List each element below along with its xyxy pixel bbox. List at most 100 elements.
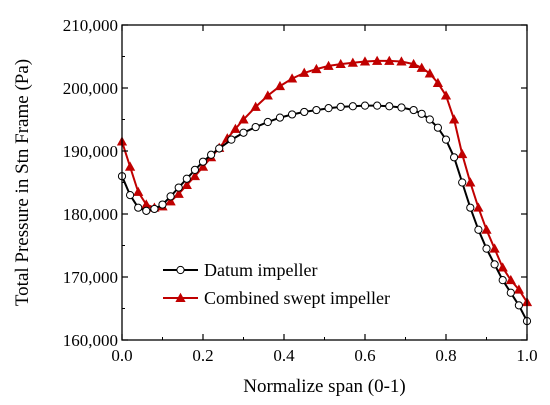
data-point	[497, 262, 508, 272]
data-point	[432, 77, 444, 87]
data-point	[359, 56, 371, 66]
legend-marker	[175, 292, 186, 302]
data-point	[311, 63, 322, 74]
series-line	[121, 59, 528, 303]
data-point	[506, 288, 515, 297]
data-point	[312, 105, 321, 115]
data-point	[409, 105, 418, 115]
x-tick-label: 0.6	[354, 346, 375, 365]
data-point	[441, 135, 451, 144]
data-point	[251, 122, 260, 132]
data-point	[384, 55, 395, 65]
data-point	[300, 107, 309, 117]
legend-label: Datum impeller	[204, 260, 317, 280]
data-point	[385, 102, 394, 111]
data-point	[238, 114, 249, 124]
data-point	[396, 56, 407, 66]
data-point	[482, 244, 491, 253]
data-point	[227, 135, 236, 144]
data-point	[299, 67, 310, 77]
data-point	[250, 101, 261, 111]
data-point	[173, 188, 184, 198]
data-point	[498, 276, 507, 285]
data-point	[448, 114, 460, 124]
data-point	[440, 90, 452, 100]
data-point	[263, 117, 272, 127]
data-point	[408, 58, 419, 69]
data-point	[473, 202, 484, 212]
data-point	[158, 200, 167, 209]
data-point	[189, 170, 201, 181]
x-axis-title: Normalize span (0-1)	[243, 376, 406, 397]
data-point	[490, 260, 499, 269]
legend-item: Datum impeller	[163, 260, 317, 280]
data-point	[133, 186, 144, 196]
y-tick-label: 200,000	[63, 79, 118, 98]
data-point	[466, 203, 475, 212]
plot-area	[116, 55, 533, 326]
y-tick-label: 170,000	[63, 268, 118, 287]
data-point	[207, 150, 216, 159]
data-point	[457, 148, 468, 159]
legend-marker	[176, 265, 185, 275]
data-point	[142, 206, 151, 215]
x-tick-label: 0.0	[111, 346, 132, 365]
series-datum-impeller	[117, 101, 532, 326]
data-point	[397, 103, 406, 112]
data-point	[336, 102, 345, 112]
data-point	[126, 191, 135, 200]
data-point	[348, 102, 357, 111]
data-point	[489, 243, 500, 253]
data-point	[215, 144, 224, 153]
data-point	[424, 68, 435, 78]
data-point	[239, 128, 248, 137]
data-point	[417, 109, 426, 118]
data-point	[286, 73, 298, 83]
data-point	[465, 177, 476, 187]
x-tick-label: 0.2	[192, 346, 213, 365]
y-tick-label: 160,000	[63, 331, 118, 350]
data-point	[323, 60, 334, 70]
legend: Datum impeller Combined swept impeller	[163, 260, 390, 308]
legend-label: Combined swept impeller	[204, 288, 390, 308]
legend-item: Combined swept impeller	[163, 288, 390, 308]
data-point	[347, 57, 358, 67]
data-point	[514, 301, 524, 310]
data-point	[433, 123, 442, 132]
data-point	[181, 179, 192, 189]
data-point	[416, 62, 427, 72]
data-point	[198, 157, 208, 166]
data-point	[197, 161, 209, 171]
data-point	[274, 80, 286, 91]
x-tick-label: 1.0	[516, 346, 537, 365]
data-point	[458, 178, 467, 187]
data-point	[324, 104, 333, 113]
data-point	[474, 225, 483, 234]
y-tick-label: 210,000	[63, 16, 118, 35]
data-point	[150, 204, 159, 214]
y-tick-label: 180,000	[63, 205, 118, 224]
data-point	[166, 192, 175, 201]
axes: 0.0 0.2 0.4 0.6 0.8 1.0 160,000 170,000 180,000 1…	[12, 16, 538, 397]
data-point	[450, 153, 459, 162]
y-axis-title: Total Pressure in Stn Frame (Pa)	[12, 59, 33, 306]
x-tick-label: 0.8	[435, 346, 456, 365]
data-point	[335, 58, 346, 69]
y-tick-label: 190,000	[63, 142, 118, 161]
data-point	[124, 161, 136, 171]
data-point	[360, 101, 370, 110]
data-point	[288, 110, 297, 119]
data-point	[372, 55, 383, 65]
x-tick-label: 0.4	[273, 346, 295, 365]
data-point	[230, 123, 241, 133]
data-point	[481, 224, 492, 234]
data-point	[373, 101, 382, 110]
data-point	[165, 196, 176, 206]
data-point	[425, 115, 434, 124]
data-point	[505, 274, 516, 285]
data-point	[513, 284, 525, 294]
data-point	[190, 165, 199, 174]
data-point	[174, 183, 183, 192]
data-point	[134, 203, 143, 212]
